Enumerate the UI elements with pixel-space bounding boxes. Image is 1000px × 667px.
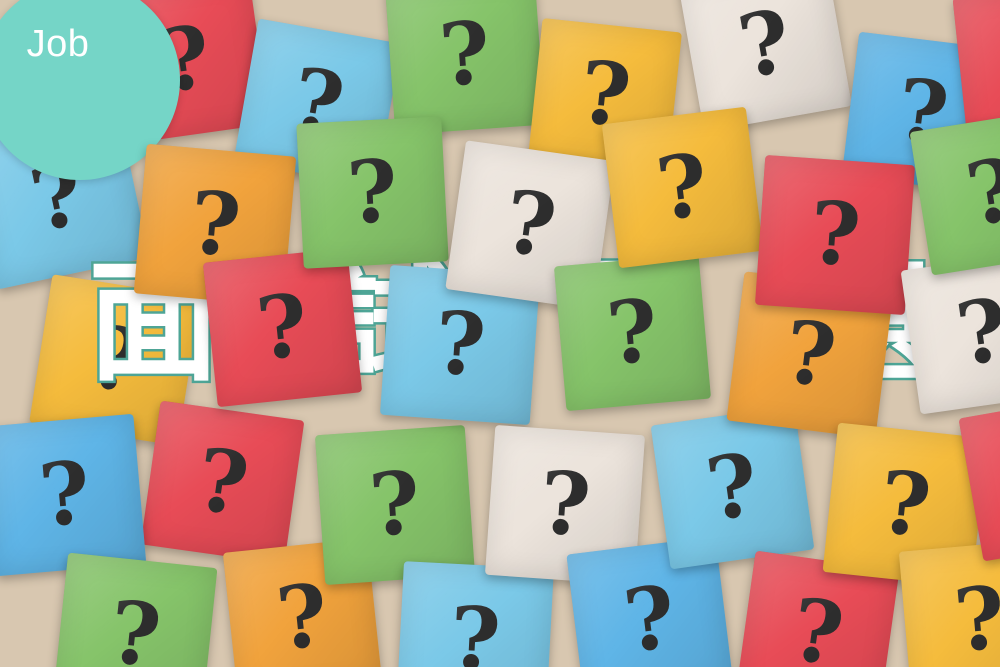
job-badge-label: Job	[26, 22, 90, 65]
question-mark-glyph: ?	[252, 274, 313, 380]
question-mark-glyph: ?	[35, 441, 95, 548]
question-mark-note: ?	[601, 106, 764, 269]
question-mark-glyph: ?	[104, 581, 166, 667]
question-mark-glyph: ?	[731, 0, 799, 99]
question-mark-glyph: ?	[785, 578, 850, 667]
question-mark-note: ?	[650, 405, 815, 570]
question-mark-note: ?	[553, 253, 712, 412]
question-mark-glyph: ?	[344, 140, 401, 244]
question-mark-glyph: ?	[536, 452, 594, 557]
question-mark-note: ?	[52, 552, 218, 667]
question-mark-note: ?	[296, 116, 449, 269]
question-mark-glyph: ?	[190, 428, 255, 536]
question-mark-glyph: ?	[959, 138, 1000, 246]
question-mark-glyph: ?	[185, 171, 245, 278]
question-mark-note: ?	[0, 413, 147, 577]
question-mark-glyph: ?	[950, 278, 1000, 386]
question-mark-glyph: ?	[700, 433, 765, 541]
question-mark-glyph: ?	[618, 566, 682, 667]
question-mark-note: ?	[202, 247, 363, 408]
question-mark-note: ?	[754, 154, 916, 316]
question-mark-note: ?	[384, 0, 546, 136]
question-mark-glyph: ?	[431, 292, 489, 397]
question-mark-glyph: ?	[366, 452, 424, 557]
question-mark-glyph: ?	[602, 279, 662, 385]
question-mark-glyph: ?	[447, 587, 503, 667]
question-mark-note: ?	[314, 424, 476, 586]
question-mark-glyph: ?	[874, 451, 936, 558]
question-mark-glyph: ?	[498, 170, 563, 279]
question-mark-glyph: ?	[778, 301, 842, 408]
question-mark-note: ?	[140, 400, 305, 565]
question-mark-glyph: ?	[436, 2, 494, 107]
question-mark-glyph: ?	[806, 182, 864, 287]
question-mark-glyph: ?	[651, 133, 714, 241]
job-badge: Job	[0, 0, 180, 180]
question-mark-glyph: ?	[950, 566, 1000, 667]
question-mark-glyph: ?	[272, 564, 333, 667]
